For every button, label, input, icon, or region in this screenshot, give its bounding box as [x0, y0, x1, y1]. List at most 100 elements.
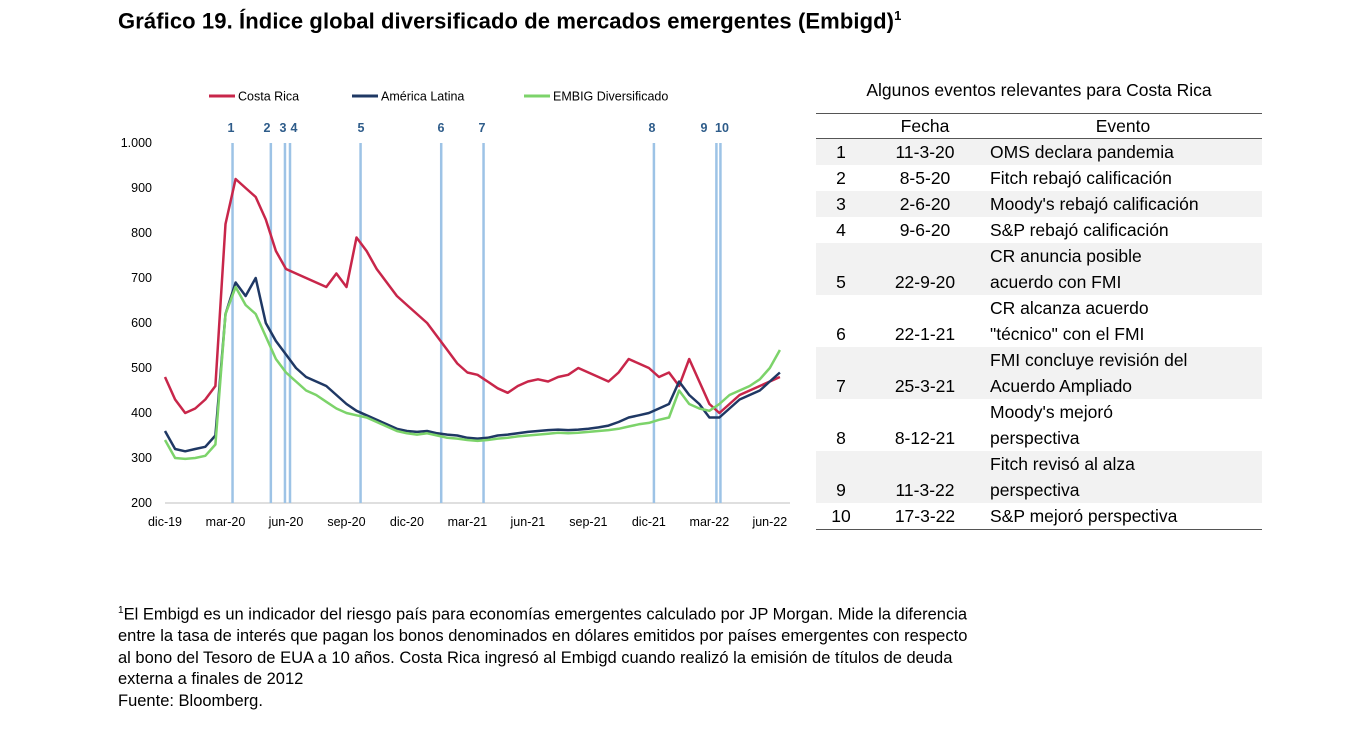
title-footnote-mark: 1: [894, 8, 902, 23]
evento-line: S&P rebajó calificación: [990, 220, 1169, 240]
y-tick-label: 900: [131, 181, 152, 195]
cell-evento: S&P rebajó calificación: [984, 217, 1262, 243]
x-tick-label: dic-21: [632, 515, 666, 529]
cell-fecha: 22-9-20: [894, 272, 956, 292]
table-row: 3 2-6-20 Moody's rebajó calificación: [816, 191, 1262, 217]
cell-evento: Fitch revisó al alza perspectiva: [984, 451, 1262, 503]
table-row: 6 22-1-21 CR alcanza acuerdo "técnico" con …: [816, 295, 1262, 347]
evento-line: Acuerdo Ampliado: [990, 376, 1133, 396]
evento-line: Fitch rebajó calificación: [990, 168, 1172, 188]
x-tick-label: jun-21: [510, 515, 546, 529]
evento-line: perspectiva: [990, 428, 1080, 448]
event-marker-label: 2: [264, 121, 271, 135]
x-tick-label: mar-20: [206, 515, 246, 529]
y-tick-label: 800: [131, 226, 152, 240]
event-marker-label: 1: [228, 121, 235, 135]
table-row: 10 17-3-22 S&P mejoró perspectiva: [816, 503, 1262, 530]
footnote-line: externa a finales de 2012: [118, 670, 304, 688]
cell-fecha: 9-6-20: [899, 220, 951, 240]
footnote-text: El Embigd es un indicador del riesgo paí…: [123, 605, 968, 624]
evento-line: "técnico" con el FMI: [990, 324, 1145, 344]
cell-fecha: 2-6-20: [899, 194, 951, 214]
table-row: 1 11-3-20 OMS declara pandemia: [816, 138, 1262, 166]
legend-label: Costa Rica: [238, 90, 299, 104]
x-tick-label: dic-20: [390, 515, 424, 529]
page-title: Gráfico 19. Índice global diversificado …: [118, 8, 901, 34]
header-fecha: Fecha: [866, 113, 984, 139]
evento-line: FMI concluye revisión del: [990, 350, 1188, 370]
cell-number: 7: [836, 376, 846, 396]
evento-line: CR anuncia posible: [990, 246, 1142, 266]
x-tick-label: jun-20: [268, 515, 304, 529]
legend-label: EMBIG Diversificado: [553, 90, 668, 104]
cell-number: 1: [836, 142, 846, 162]
y-tick-label: 700: [131, 271, 152, 285]
y-tick-label: 300: [131, 451, 152, 465]
y-tick-label: 1.000: [121, 136, 152, 150]
table-row: 5 22-9-20 CR anuncia posible acuerdo con FM…: [816, 243, 1262, 295]
x-tick-label: mar-21: [448, 515, 488, 529]
cell-fecha: 17-3-22: [894, 506, 956, 526]
cell-evento: FMI concluye revisión del Acuerdo Ampliad…: [984, 347, 1262, 399]
table-row: 9 11-3-22 Fitch revisó al alza perspectiva: [816, 451, 1262, 503]
footnotes: 1El Embigd es un indicador del riesgo pa…: [118, 600, 967, 712]
cell-fecha: 8-12-21: [894, 428, 956, 448]
table-caption: Algunos eventos relevantes para Costa Ri…: [866, 80, 1212, 100]
event-marker-label: 7: [479, 121, 486, 135]
cell-number: 10: [831, 506, 851, 526]
y-tick-label: 500: [131, 361, 152, 375]
cell-number: 4: [836, 220, 846, 240]
evento-line: CR alcanza acuerdo: [990, 298, 1149, 318]
evento-line: S&P mejoró perspectiva: [990, 506, 1178, 526]
footnote-mark: 1: [118, 605, 124, 616]
cell-evento: Moody's mejoró perspectiva: [984, 399, 1262, 451]
event-marker-label: 9: [701, 121, 708, 135]
cell-evento: S&P mejoró perspectiva: [984, 503, 1262, 530]
cell-evento: OMS declara pandemia: [984, 139, 1262, 166]
chart: 200 300 400 500 600 700 800 900 1.000 dic-19 mar-2…: [121, 90, 790, 529]
event-marker-label: 10: [715, 121, 729, 135]
cell-evento: Moody's rebajó calificación: [984, 191, 1262, 217]
evento-line: Fitch revisó al alza: [990, 454, 1135, 474]
cell-evento: Fitch rebajó calificación: [984, 165, 1262, 191]
cell-fecha: 8-5-20: [899, 168, 951, 188]
y-tick-label: 200: [131, 496, 152, 510]
cell-number: 6: [836, 324, 846, 344]
table-row: 4 9-6-20 S&P rebajó calificación: [816, 217, 1262, 243]
events-table: Fecha Evento 1 11-3-20 OMS declara pandemi…: [816, 113, 1262, 530]
cell-fecha: 11-3-22: [895, 480, 955, 500]
cell-fecha: 11-3-20: [895, 142, 955, 162]
table-row: 2 8-5-20 Fitch rebajó calificación: [816, 165, 1262, 191]
x-tick-label: sep-21: [569, 515, 607, 529]
footnote-line: entre la tasa de interés que pagan los b…: [118, 627, 968, 645]
cell-number: 2: [836, 168, 846, 188]
cell-evento: CR anuncia posible acuerdo con FMI: [984, 243, 1262, 295]
event-marker-label: 5: [358, 121, 365, 135]
evento-line: perspectiva: [990, 480, 1080, 500]
x-tick-label: dic-19: [148, 515, 182, 529]
event-marker-label: 6: [438, 121, 445, 135]
x-tick-label: mar-22: [690, 515, 730, 529]
evento-line: Moody's mejoró: [990, 402, 1113, 422]
cell-number: 9: [836, 480, 846, 500]
series-line-3: [163, 285, 781, 461]
legend-label: América Latina: [381, 90, 464, 104]
evento-line: acuerdo con FMI: [990, 272, 1122, 292]
cell-fecha: 22-1-21: [894, 324, 956, 344]
table-row: 8 8-12-21 Moody's mejoró perspectiva: [816, 399, 1262, 451]
evento-line: Moody's rebajó calificación: [990, 194, 1199, 214]
cell-number: 3: [836, 194, 846, 214]
cell-number: 5: [836, 272, 846, 292]
cell-fecha: 25-3-21: [894, 376, 956, 396]
cell-number: 8: [836, 428, 846, 448]
footnote-line: 1El Embigd es un indicador del riesgo pa…: [118, 600, 967, 626]
series-line-1: [163, 177, 781, 415]
table-header-row: Fecha Evento: [816, 113, 1262, 139]
cell-evento: CR alcanza acuerdo "técnico" con el FMI: [984, 295, 1262, 347]
event-marker-label: 3: [280, 121, 287, 135]
source-line: Fuente: Bloomberg.: [118, 691, 263, 710]
x-tick-label: jun-22: [751, 515, 787, 529]
header-number: [816, 113, 866, 139]
event-marker-label: 4: [291, 121, 298, 135]
evento-line: OMS declara pandemia: [990, 142, 1174, 162]
